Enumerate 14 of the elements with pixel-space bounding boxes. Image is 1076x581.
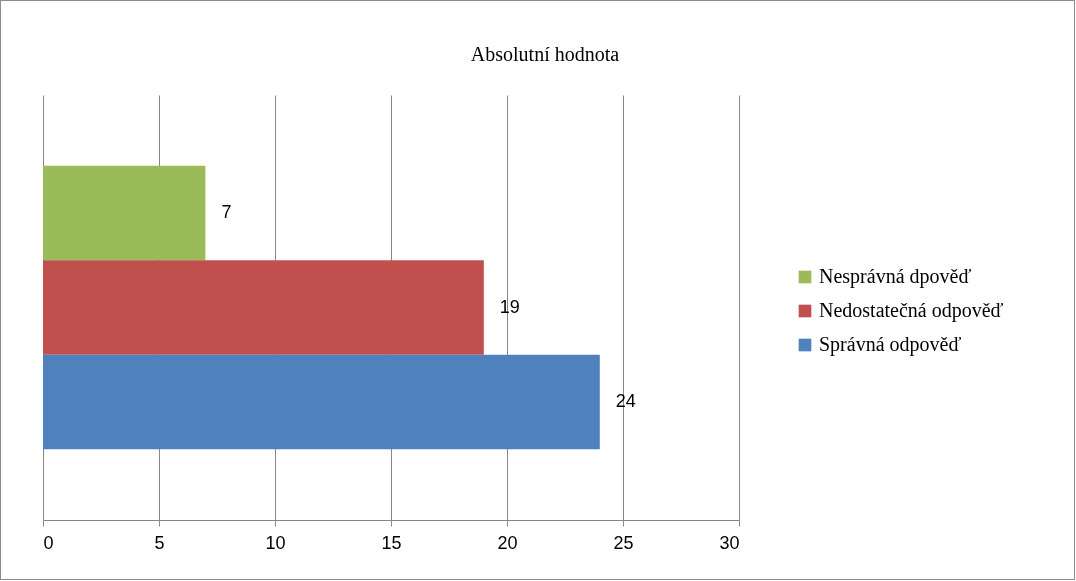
x-tick-label: 25: [613, 532, 634, 553]
data-label: 19: [499, 296, 520, 317]
x-tick-label: 20: [497, 532, 518, 553]
x-tick-label: 15: [381, 532, 402, 553]
x-tick-label: 10: [265, 532, 286, 553]
data-label: 24: [615, 390, 636, 411]
chart-title: Absolutní hodnota: [470, 43, 620, 65]
x-tick-label: 30: [719, 532, 740, 553]
data-label: 7: [221, 202, 232, 223]
legend-label: Nesprávná dpověď: [819, 265, 972, 288]
x-tick-label: 5: [154, 532, 165, 553]
legend-label: Nedostatečná odpověď: [819, 299, 1004, 322]
x-tick-label: 0: [43, 532, 54, 553]
legend-label: Správná odpověď: [819, 333, 962, 356]
